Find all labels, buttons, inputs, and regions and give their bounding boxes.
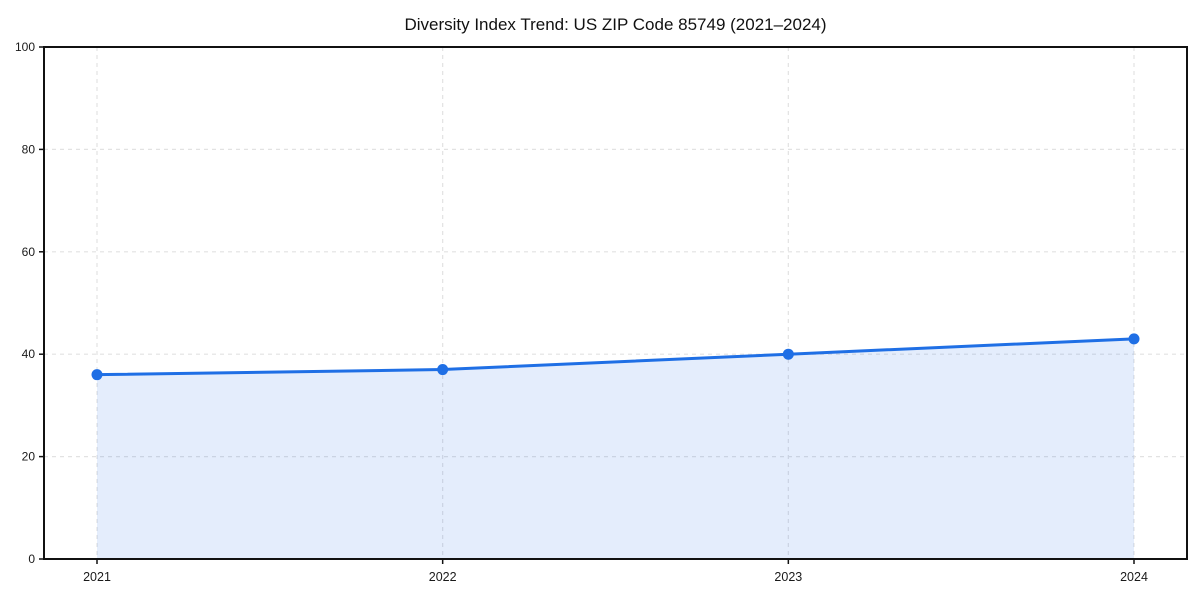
data-point-2024: [1128, 333, 1140, 345]
y-axis-tick-label: 20: [22, 450, 36, 464]
y-axis-tick-label: 60: [22, 245, 36, 259]
x-axis-tick-label: 2024: [1120, 570, 1148, 584]
y-axis-tick-label: 40: [22, 347, 36, 361]
chart-title: Diversity Index Trend: US ZIP Code 85749…: [404, 15, 827, 34]
data-point-2023: [782, 348, 794, 360]
plot-border: [43, 46, 1188, 560]
x-axis-tick-label: 2023: [774, 570, 802, 584]
area-fill: [97, 338, 1134, 559]
y-axis-tick-label: 100: [15, 40, 35, 54]
data-point-2021: [91, 369, 103, 381]
data-point-2022: [437, 364, 449, 376]
y-axis-tick-label: 80: [22, 142, 36, 156]
x-axis-tick-label: 2021: [83, 570, 111, 584]
y-axis-tick-label: 0: [28, 552, 35, 566]
x-axis-tick-label: 2022: [429, 570, 457, 584]
trend-line: [95, 337, 1136, 377]
